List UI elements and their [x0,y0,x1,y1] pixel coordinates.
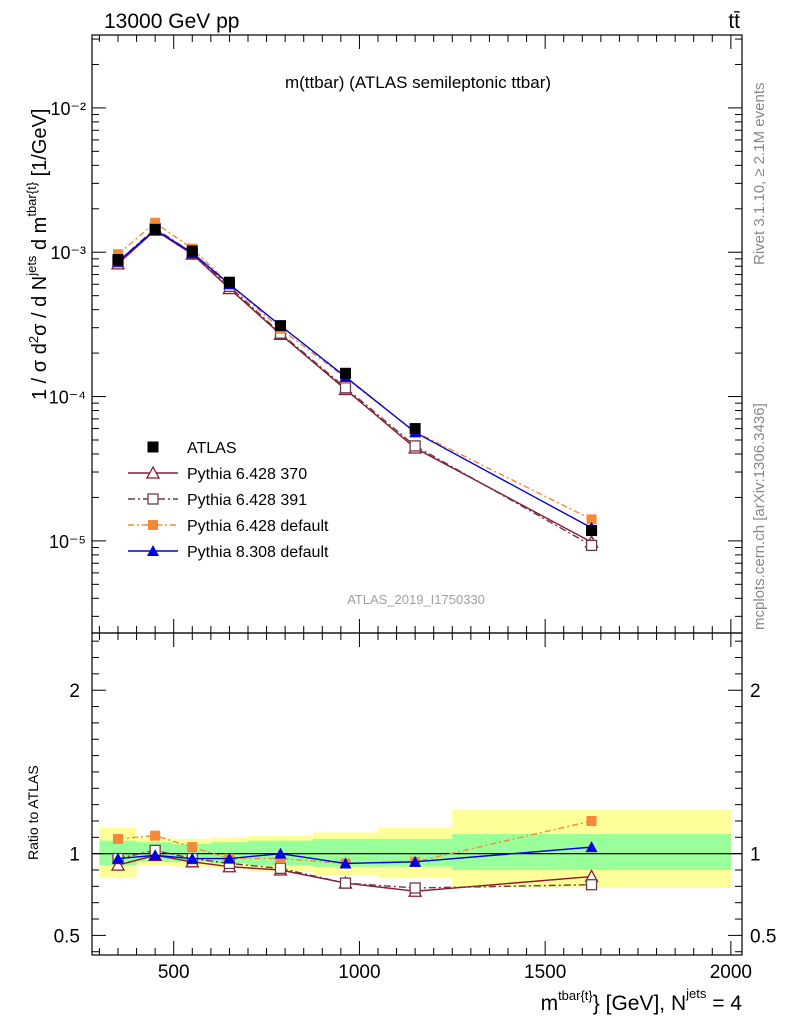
x-tick-label: 1500 [524,962,566,983]
ratio-point [110,857,126,871]
data-point [186,245,198,257]
x-tick-label: 500 [158,962,190,983]
legend-marker [148,520,158,530]
ratio-point [585,841,598,853]
main-plot-panel: 10⁻⁵ 10⁻⁴ 10⁻³ 10⁻² 1 / σ d2σ / d Njets d m… [24,34,743,634]
ratio-series-line [117,849,592,889]
site-label: mcplots.cern.ch [arXiv:1306.3436] [751,403,768,630]
series-line [117,228,592,529]
ratio-y-tick-label: 0.5 [750,926,776,947]
ratio-y-tick-label: 1 [69,845,80,866]
legend-label: ATLAS [187,440,237,457]
ratio-point [409,855,422,867]
legend-marker [147,493,159,505]
legend-marker [147,545,159,556]
ratio-y-axis-label: Ratio to ATLAS [25,765,41,860]
data-point [223,276,235,288]
legend-marker [147,441,159,453]
data-point [585,539,598,552]
ratio-y-tick-label: 2 [750,681,761,702]
data-point [150,217,161,228]
ratio-point [339,857,352,869]
main-y-axis-label: 1 / σ d2σ / d Njets d mtbar{t} [1/GeV] [24,109,51,400]
ratio-point [585,879,598,891]
ratio-point [112,852,124,864]
ratio-point [149,849,162,861]
analysis-label: ATLAS_2019_I1750330 [347,592,485,607]
ratio-point [186,852,199,864]
ratio-point [409,882,421,894]
energy-label: 13000 GeV pp [104,10,239,33]
data-point [409,423,421,435]
ratio-y-tick-label: 2 [69,681,80,702]
legend: ATLAS Pythia 6.428 370 Pythia 6.428 391 Pyt… [128,440,329,561]
data-point [149,223,161,235]
main-y-tick-label: 10⁻³ [50,243,86,263]
process-label: tt̄ [728,10,740,33]
legend-label: Pythia 6.428 370 [187,466,307,483]
ratio-point [113,833,123,844]
main-y-tick-label: 10⁻² [50,99,86,119]
data-point [339,382,352,394]
ratio-point [274,862,287,875]
ratio-point [586,815,597,826]
ratio-point [223,852,236,864]
data-point [586,525,598,537]
legend-marker [145,465,161,479]
x-tick-label: 1000 [338,962,380,983]
legend-label: Pythia 6.428 391 [187,492,307,509]
data-point [409,440,421,452]
legend-label: Pythia 6.428 default [187,518,329,535]
data-point [586,514,597,525]
ratio-point [339,877,352,889]
main-y-tick-label: 10⁻⁵ [49,532,86,552]
ratio-plot-panel: 0.5 0.5 1 1 2 2 500 1000 1500 2000 Ratio to ATLA… [25,632,776,1015]
ratio-y-tick-label: 0.5 [54,926,80,947]
ratio-series-line [117,846,592,865]
legend-label: Pythia 8.308 default [187,544,329,561]
main-y-tick-label: 10⁻⁴ [49,388,86,408]
ratio-point [187,842,198,853]
x-axis-label: mtbar{t}} [GeV], Njets = 4 [541,986,743,1015]
main-title: m(ttbar) (ATLAS semileptonic ttbar) [285,73,551,92]
data-point [275,320,286,332]
ratio-point [274,847,287,859]
data-point [112,254,124,266]
x-tick-label: 2000 [710,962,752,983]
data-point [340,367,351,379]
ratio-point [150,830,161,841]
rivet-label: Rivet 3.1.10, ≥ 2.1M events [751,83,768,266]
ratio-y-tick-label: 1 [750,845,761,866]
